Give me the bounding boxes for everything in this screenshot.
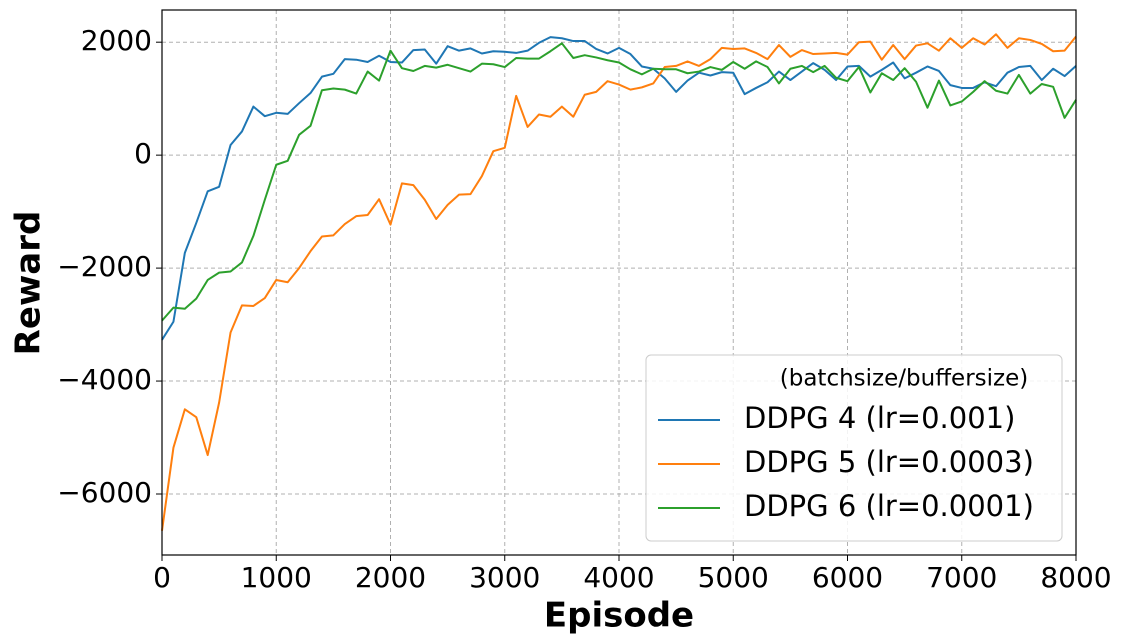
y-tick-label: 0 (134, 137, 152, 170)
line-series (161, 33, 1077, 531)
line-series (161, 42, 1077, 322)
x-tick-label: 2000 (355, 561, 426, 594)
y-tick-label: −6000 (57, 476, 152, 509)
legend-label: DDPG 6 (lr=0.0001) (744, 489, 1034, 523)
y-tick-label: −2000 (57, 250, 152, 283)
x-tick-label: 4000 (583, 561, 654, 594)
x-tick-label: 5000 (698, 561, 769, 594)
x-tick-label: 1000 (241, 561, 312, 594)
line-series (161, 36, 1077, 341)
y-tick-label: −4000 (57, 363, 152, 396)
x-tick-label: 6000 (812, 561, 883, 594)
x-tick-label: 8000 (1040, 561, 1111, 594)
x-tick-label: 0 (153, 561, 171, 594)
y-axis-label: Reward (9, 211, 49, 356)
x-tick-label: 3000 (469, 561, 540, 594)
legend: (batchsize/buffersize) DDPG 4 (lr=0.001) D… (645, 354, 1063, 542)
legend-label: DDPG 4 (lr=0.001) (744, 401, 1015, 435)
legend-title: (batchsize/buffersize) (780, 366, 1028, 392)
x-tick-label: 7000 (926, 561, 997, 594)
y-tick-label: 2000 (81, 24, 152, 57)
plot-frame (161, 9, 1077, 556)
legend-box (645, 354, 1063, 542)
legend-label: DDPG 5 (lr=0.0003) (744, 445, 1034, 479)
x-axis-label: Episode (544, 596, 694, 636)
